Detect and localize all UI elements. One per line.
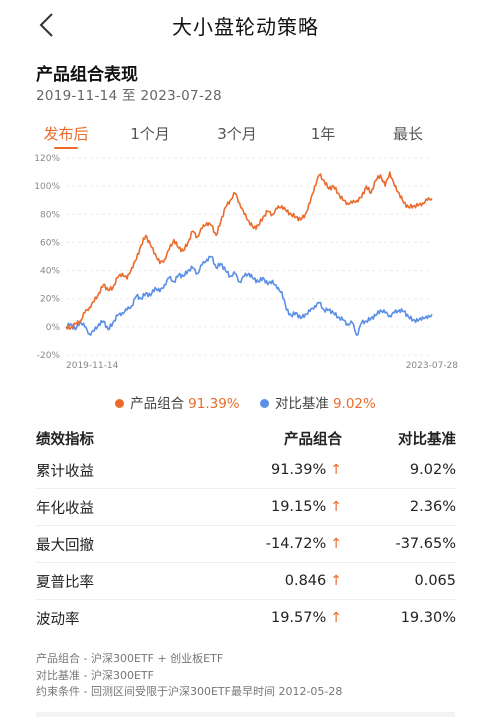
metrics-table: 绩效指标 产品组合 对比基准 累计收益 91.39% ↑ 9.02% 年化收益 19.15… xyxy=(36,424,456,636)
metric-portfolio-value: 0.846 xyxy=(284,573,327,589)
up-arrow-icon: ↑ xyxy=(330,610,342,626)
metrics-row: 年化收益 19.15% ↑ 2.36% xyxy=(36,488,456,526)
metric-label: 年化收益 xyxy=(36,488,216,526)
x-tick-label: 2023-07-28 xyxy=(406,361,459,371)
series-line-portfolio xyxy=(65,171,433,330)
metrics-row: 累计收益 91.39% ↑ 9.02% xyxy=(36,452,456,489)
legend-benchmark-label: 对比基准 xyxy=(274,396,329,412)
footnote-portfolio: 产品组合 - 沪深300ETF + 创业板ETF xyxy=(36,652,224,665)
metrics-header-benchmark: 对比基准 xyxy=(398,431,456,448)
metric-portfolio-cell: 19.57% ↑ xyxy=(216,599,342,636)
metrics-header-portfolio: 产品组合 xyxy=(284,431,342,448)
up-arrow-icon: ↑ xyxy=(330,573,342,589)
metric-benchmark-value: -37.65% xyxy=(342,525,456,563)
metric-portfolio-value: 19.15% xyxy=(270,499,327,515)
x-tick-label: 2019-11-14 xyxy=(66,361,119,371)
metric-portfolio-cell: -14.72% ↑ xyxy=(216,525,342,563)
y-tick-label: 0% xyxy=(46,323,61,333)
metric-label: 夏普比率 xyxy=(36,562,216,600)
footnote-benchmark: 对比基准 - 沪深300ETF xyxy=(36,668,154,682)
legend-portfolio-label: 产品组合 xyxy=(130,396,185,412)
metric-portfolio-value: -14.72% xyxy=(265,536,327,552)
metrics-row: 波动率 19.57% ↑ 19.30% xyxy=(36,599,456,636)
footnotes: 产品组合 - 沪深300ETF + 创业板ETF 对比基准 - 沪深300ETF… xyxy=(36,651,342,701)
metrics-row: 最大回撤 -14.72% ↑ -37.65% xyxy=(36,525,456,563)
metrics-header-indicator: 绩效指标 xyxy=(36,431,94,448)
metric-benchmark-value: 19.30% xyxy=(342,599,456,636)
legend-portfolio-value: 91.39% xyxy=(188,396,240,412)
metric-portfolio-cell: 19.15% ↑ xyxy=(216,488,342,526)
nav-bar: 大小盘轮动策略 xyxy=(0,0,491,46)
y-tick-label: 40% xyxy=(40,267,60,277)
chevron-left-icon[interactable] xyxy=(36,12,58,38)
tab-longest[interactable]: 最长 xyxy=(392,125,424,143)
footnote-constraint: 约束条件 - 回测区间受限于沪深300ETF最早时间 2012-05-28 xyxy=(36,685,343,698)
y-tick-label: 120% xyxy=(34,154,60,164)
metric-portfolio-value: 19.57% xyxy=(270,610,327,626)
y-tick-label: 60% xyxy=(40,238,60,248)
metric-benchmark-value: 9.02% xyxy=(409,462,456,478)
metrics-row: 夏普比率 0.846 ↑ 0.065 xyxy=(36,562,456,600)
series-line-benchmark xyxy=(65,255,433,337)
section-title: 产品组合表现 xyxy=(36,65,138,85)
metric-portfolio-value: 91.39% xyxy=(270,462,327,478)
metric-label: 累计收益 xyxy=(36,463,94,480)
period-tabs: 发布后 1个月 3个月 1年 最长 xyxy=(36,123,455,153)
chart-legend: 产品组合 91.39% 对比基准 9.02% xyxy=(0,392,491,412)
up-arrow-icon: ↑ xyxy=(330,536,342,552)
tab-since-launch[interactable]: 发布后 xyxy=(43,125,89,143)
legend-benchmark-value: 9.02% xyxy=(332,396,376,412)
bottom-divider xyxy=(36,712,455,717)
up-arrow-icon: ↑ xyxy=(330,499,342,515)
page-title: 大小盘轮动策略 xyxy=(172,15,319,39)
y-tick-label: 100% xyxy=(34,182,60,192)
legend-dot-portfolio xyxy=(115,399,125,408)
legend-portfolio: 产品组合 91.39% xyxy=(115,392,240,412)
metric-label: 波动率 xyxy=(36,599,216,636)
legend-dot-benchmark xyxy=(259,399,269,408)
up-arrow-icon: ↑ xyxy=(330,462,342,478)
metric-portfolio-cell: 0.846 ↑ xyxy=(216,562,342,600)
date-range: 2019-11-14 至 2023-07-28 xyxy=(36,88,222,104)
tab-3-months[interactable]: 3个月 xyxy=(217,125,257,143)
tab-1-year[interactable]: 1年 xyxy=(310,125,336,143)
legend-benchmark: 对比基准 9.02% xyxy=(259,392,376,412)
metric-benchmark-value: 2.36% xyxy=(342,488,456,526)
active-tab-indicator xyxy=(54,147,78,149)
y-tick-label: -20% xyxy=(37,351,61,361)
y-tick-label: 20% xyxy=(40,295,60,305)
metric-benchmark-value: 0.065 xyxy=(342,562,456,600)
performance-line-chart: 120% 100% 80% 60% 40% 20% 0% -20% 2019-11-14 2023… xyxy=(34,154,459,371)
metrics-header-row: 绩效指标 产品组合 对比基准 xyxy=(36,424,456,452)
metric-label: 最大回撤 xyxy=(36,525,216,563)
tab-1-month[interactable]: 1个月 xyxy=(130,125,170,143)
metric-portfolio-cell: 91.39% ↑ xyxy=(216,452,342,489)
y-tick-label: 80% xyxy=(40,210,60,220)
